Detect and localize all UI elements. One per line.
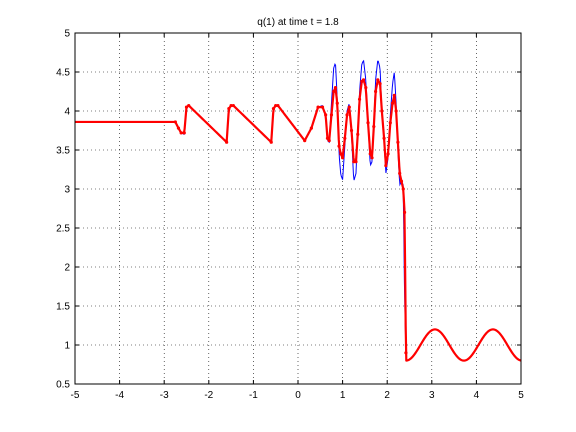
- data-point: [376, 78, 380, 82]
- data-point: [349, 128, 354, 133]
- data-point: [366, 121, 370, 125]
- data-point: [229, 103, 233, 108]
- data-point: [380, 109, 384, 113]
- data-point: [333, 86, 338, 90]
- data-point: [368, 152, 372, 156]
- data-point: [276, 103, 280, 108]
- data-point: [388, 121, 392, 125]
- data-point: [386, 152, 390, 156]
- data-point: [343, 136, 347, 140]
- data-point: [374, 89, 378, 94]
- data-point: [173, 120, 177, 124]
- data-point: [187, 103, 191, 108]
- data-point: [402, 210, 407, 214]
- x-tick-label: -1: [249, 390, 258, 401]
- data-point: [182, 131, 186, 135]
- data-point: [345, 113, 349, 117]
- data-point: [378, 82, 382, 86]
- data-point: [404, 351, 408, 355]
- data-point: [364, 86, 368, 90]
- data-point: [401, 187, 405, 191]
- data-point: [361, 78, 366, 82]
- data-point: [399, 179, 404, 183]
- data-point: [335, 101, 339, 105]
- data-point: [382, 136, 386, 140]
- x-tick-label: -3: [160, 390, 169, 401]
- data-point: [352, 160, 356, 164]
- data-point: [357, 97, 362, 101]
- data-point: [394, 109, 398, 113]
- data-point: [384, 164, 388, 168]
- y-tick-label: 0.5: [56, 380, 70, 391]
- y-tick-label: 2: [64, 263, 70, 274]
- data-point: [176, 126, 181, 130]
- data-point: [370, 156, 374, 160]
- y-tick-label: 2.5: [56, 224, 70, 235]
- data-point: [303, 139, 307, 143]
- x-tick-label: 1: [340, 390, 346, 401]
- data-point: [325, 136, 330, 140]
- data-point: [231, 103, 235, 108]
- data-point: [179, 131, 183, 135]
- y-tick-label: 1.5: [56, 302, 70, 313]
- series-layer: [74, 59, 522, 362]
- data-point: [354, 160, 358, 164]
- data-point: [347, 105, 351, 109]
- data-point: [327, 139, 331, 143]
- data-point: [337, 144, 341, 148]
- data-point: [225, 140, 229, 144]
- x-tick-label: 2: [384, 390, 390, 401]
- y-tick-label: 3.5: [56, 146, 70, 157]
- data-point: [227, 107, 231, 111]
- data-point: [356, 132, 360, 136]
- chart-title: q(1) at time t = 1.8: [257, 17, 339, 28]
- y-tick-label: 5: [64, 29, 70, 40]
- data-point: [271, 107, 276, 111]
- data-point: [320, 105, 325, 109]
- data-point: [274, 103, 278, 108]
- data-point: [398, 171, 402, 175]
- data-point: [269, 140, 273, 144]
- data-point: [332, 89, 336, 94]
- y-tick-label: 4.5: [56, 68, 70, 79]
- data-point: [324, 113, 328, 117]
- x-tick-label: 5: [518, 390, 524, 401]
- data-point: [339, 152, 343, 156]
- data-point: [309, 126, 313, 130]
- grid: [75, 33, 521, 384]
- data-point: [372, 125, 376, 129]
- y-tick-label: 4: [64, 107, 70, 118]
- data-point: [341, 156, 345, 160]
- x-tick-label: -5: [71, 390, 80, 401]
- data-point: [390, 101, 395, 105]
- data-point: [329, 113, 334, 117]
- series-line-red: [74, 78, 522, 362]
- x-tick-label: -2: [204, 390, 213, 401]
- x-tick-label: 4: [474, 390, 480, 401]
- data-point: [396, 140, 400, 144]
- x-tick-label: -4: [115, 390, 124, 401]
- ticks: -5 -4 -3 -2 -1 0 1 2 3 4 5 0.5 1 1.5 2 2.5 3 3.5 4 4.5 5: [56, 29, 524, 402]
- y-tick-label: 1: [64, 341, 70, 352]
- data-point: [392, 93, 396, 97]
- y-tick-label: 3: [64, 185, 70, 196]
- x-tick-label: 3: [429, 390, 435, 401]
- data-point: [184, 105, 189, 109]
- data-point: [316, 105, 320, 109]
- x-tick-label: 0: [295, 390, 301, 401]
